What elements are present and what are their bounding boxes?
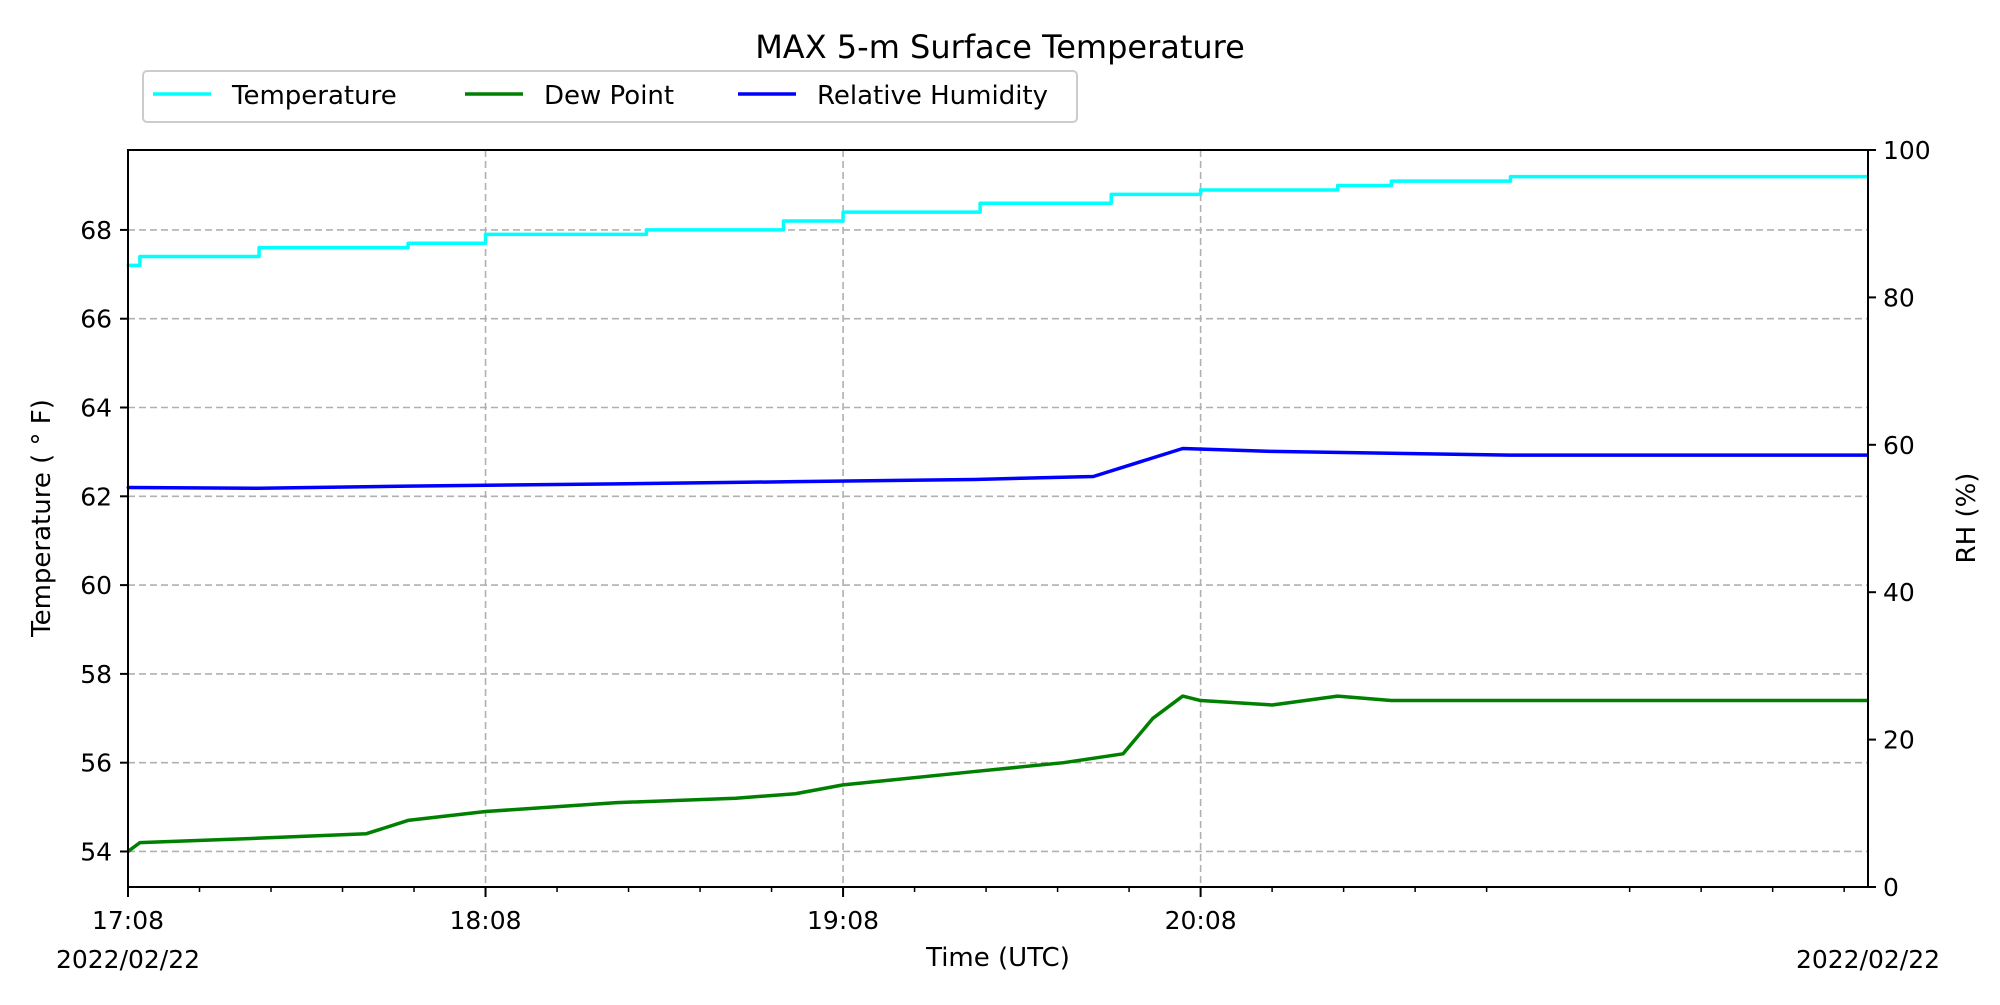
y-axis-label-right: RH (%) bbox=[1952, 473, 1982, 564]
data-point-dew-point bbox=[406, 818, 410, 822]
y-tick-label-left: 58 bbox=[80, 660, 112, 689]
data-point-dew-point bbox=[1151, 716, 1155, 720]
data-point-dew-point bbox=[364, 832, 368, 836]
data-point-dew-point bbox=[138, 841, 142, 845]
y-tick-label-left: 68 bbox=[80, 216, 112, 245]
x-axis-label: Time (UTC) bbox=[925, 943, 1070, 973]
y-tick-label-right: 100 bbox=[1883, 136, 1931, 165]
data-point-relative-humidity bbox=[1091, 474, 1095, 478]
data-point-dew-point bbox=[1199, 699, 1203, 703]
plot-frame bbox=[127, 149, 1869, 888]
y-tick-label-right: 0 bbox=[1883, 873, 1899, 902]
tick-layer: 54 56 58 60 62 64 66 68 0 20 40 60 80 100 17:08 18:08 19… bbox=[80, 136, 1931, 935]
data-point-temperature bbox=[781, 219, 785, 223]
data-point-dew-point bbox=[1336, 694, 1340, 698]
data-point-dew-point bbox=[1508, 699, 1512, 703]
y-tick-label-right: 60 bbox=[1883, 431, 1915, 460]
y-tick-label-left: 56 bbox=[80, 749, 112, 778]
y-tick-label-left: 64 bbox=[80, 394, 112, 423]
data-point-temperature bbox=[406, 241, 410, 245]
data-point-relative-humidity bbox=[1508, 453, 1512, 457]
x-tick-label: 17:08 bbox=[92, 906, 164, 935]
series-line-relative-humidity bbox=[127, 446, 1868, 491]
data-point-temperature bbox=[978, 201, 982, 205]
x-start-date-label: 2022/02/22 bbox=[56, 945, 200, 974]
data-point-temperature bbox=[257, 246, 261, 250]
data-point-dew-point bbox=[734, 796, 738, 800]
data-point-temperature bbox=[1508, 175, 1512, 179]
data-point-dew-point bbox=[1062, 761, 1066, 765]
data-point-relative-humidity bbox=[793, 480, 797, 484]
y-tick-label-right: 40 bbox=[1883, 578, 1915, 607]
data-point-temperature bbox=[1199, 188, 1203, 192]
series-line-dew-point bbox=[126, 694, 1868, 853]
series-layer bbox=[126, 174, 1868, 853]
data-point-dew-point bbox=[1270, 703, 1274, 707]
grid-layer bbox=[128, 150, 1868, 887]
data-point-dew-point bbox=[793, 792, 797, 796]
y-tick-label-right: 20 bbox=[1883, 726, 1915, 755]
data-point-dew-point bbox=[1121, 752, 1125, 756]
x-end-date-label: 2022/02/22 bbox=[1796, 945, 1940, 974]
y-tick-label-left: 60 bbox=[80, 571, 112, 600]
x-tick-label: 19:08 bbox=[807, 906, 879, 935]
data-point-temperature bbox=[1336, 184, 1340, 188]
chart-title: MAX 5-m Surface Temperature bbox=[755, 28, 1245, 66]
data-point-temperature bbox=[484, 232, 488, 236]
data-point-dew-point bbox=[841, 783, 845, 787]
data-point-relative-humidity bbox=[972, 477, 976, 481]
data-point-dew-point bbox=[257, 836, 261, 840]
legend-box bbox=[142, 70, 1078, 123]
data-point-temperature bbox=[1109, 192, 1113, 196]
data-point-dew-point bbox=[615, 801, 619, 805]
data-point-dew-point bbox=[484, 810, 488, 814]
data-point-temperature bbox=[644, 228, 648, 232]
legend: Temperature Dew Point Relative Humidity bbox=[142, 70, 1078, 123]
y-tick-label-left: 66 bbox=[80, 305, 112, 334]
legend-label-dew-point: Dew Point bbox=[544, 81, 674, 111]
data-point-dew-point bbox=[1181, 694, 1185, 698]
data-point-relative-humidity bbox=[1270, 449, 1274, 453]
data-point-dew-point bbox=[972, 770, 976, 774]
data-point-temperature bbox=[138, 255, 142, 259]
x-tick-label: 18:08 bbox=[450, 906, 522, 935]
data-point-relative-humidity bbox=[406, 484, 410, 488]
data-point-relative-humidity bbox=[615, 482, 619, 486]
y-tick-label-left: 54 bbox=[80, 837, 112, 866]
legend-label-temperature: Temperature bbox=[231, 81, 397, 111]
data-point-dew-point bbox=[1389, 699, 1393, 703]
data-point-relative-humidity bbox=[257, 486, 261, 490]
data-point-relative-humidity bbox=[1181, 446, 1185, 450]
data-point-temperature bbox=[1389, 179, 1393, 183]
legend-label-relative-humidity: Relative Humidity bbox=[817, 81, 1048, 111]
y-tick-label-left: 62 bbox=[80, 482, 112, 511]
x-tick-label: 20:08 bbox=[1165, 906, 1237, 935]
y-tick-label-right: 80 bbox=[1883, 283, 1915, 312]
data-point-temperature bbox=[841, 210, 845, 214]
y-axis-label-left: Temperature ( ° F) bbox=[27, 399, 57, 638]
series-line-temperature bbox=[128, 174, 1868, 268]
